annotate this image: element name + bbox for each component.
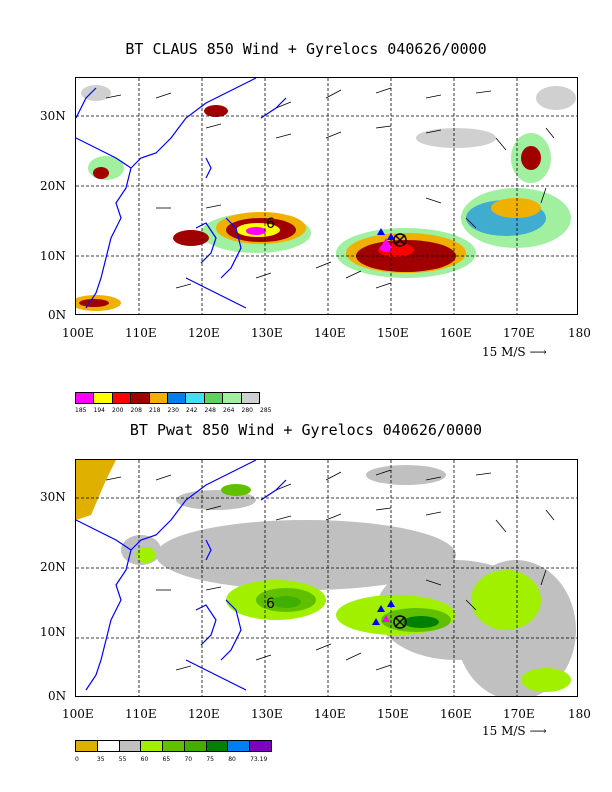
panel2-colorbar-label: 60 — [140, 756, 149, 763]
panel1-lon-160e: 160E — [440, 326, 472, 340]
panel1-lat-20n: 20N — [40, 179, 66, 193]
panel1-colorbar-label: 185 — [75, 407, 87, 414]
panel2-lat-10n: 10N — [40, 625, 66, 639]
panel1-shading — [76, 85, 576, 311]
panel2-lon-150e: 150E — [377, 707, 409, 721]
panel1-colorbar-label: 264 — [223, 407, 235, 414]
panel1-colorbar-swatch — [241, 393, 260, 403]
panel2-lat-20n: 20N — [40, 560, 66, 574]
panel2-colorbar-swatch — [119, 741, 142, 751]
panel1-lon-140e: 140E — [314, 326, 346, 340]
panel1-colorbar-label: 200 — [112, 407, 124, 414]
panel1-colorbar-label: 285 — [260, 407, 272, 414]
panel1-grid — [76, 78, 577, 314]
panel2-lon-180: 180 — [568, 707, 591, 721]
panel2-colorbar-swatch — [76, 741, 98, 751]
panel2-grid — [76, 460, 577, 696]
panel1-title: BT CLAUS 850 Wind + Gyrelocs 040626/0000 — [125, 40, 487, 58]
panel2-lat-30n: 30N — [40, 490, 66, 504]
panel1-colorbar-swatch — [168, 393, 187, 403]
panel1-ref-arrow-icon: ⟶ — [529, 345, 547, 359]
panel1-colorbar-label: 280 — [241, 407, 253, 414]
panel1-colorbar-label: 242 — [186, 407, 198, 414]
panel1-lon-120e: 120E — [188, 326, 220, 340]
panel1-gyre-markers: 6 — [266, 216, 407, 247]
panel2-lon-170e: 170E — [503, 707, 535, 721]
svg-text:6: 6 — [266, 596, 275, 612]
panel2-lon-120e: 120E — [188, 707, 220, 721]
svg-text:6: 6 — [266, 216, 275, 232]
panel1-colorbar-label: 230 — [167, 407, 179, 414]
panel2-title: BT Pwat 850 Wind + Gyrelocs 040626/0000 — [129, 421, 483, 439]
panel2-ref-vector-text: 15 M/S — [482, 724, 526, 738]
panel1-lon-110e: 110E — [125, 326, 157, 340]
panel1-colorbar-swatch — [204, 393, 224, 403]
panel1-colorbar-swatch — [76, 393, 95, 403]
panel1-colorbar-label: 208 — [130, 407, 142, 414]
panel2-lon-130e: 130E — [251, 707, 283, 721]
panel1-colorbar-swatch — [223, 393, 242, 403]
panel1-colorbar-swatch — [94, 393, 113, 403]
panel2-colorbar — [75, 740, 272, 752]
panel2-colorbar-swatch — [97, 741, 120, 751]
panel2-map: 6 — [75, 459, 578, 697]
panel1-lat-0n: 0N — [48, 308, 67, 322]
panel2-lon-160e: 160E — [440, 707, 472, 721]
panel1-lat-10n: 10N — [40, 249, 66, 263]
panel2-colorbar-label: 75 — [206, 756, 214, 763]
panel2-colorbar-label: 35 — [96, 756, 105, 763]
panel2-map-graphic: 6 — [76, 460, 577, 696]
panel1-colorbar-swatch — [149, 393, 169, 403]
panel1-map: 6 — [75, 77, 578, 315]
panel1-lon-100e: 100E — [62, 326, 94, 340]
panel2-colorbar-label: 65 — [162, 756, 171, 763]
panel1-coastline — [76, 78, 287, 309]
panel1-colorbar-swatch — [112, 393, 132, 403]
panel1-colorbar-label: 248 — [204, 407, 216, 414]
panel2-shading — [76, 460, 576, 696]
panel2-wind-arrows — [105, 469, 555, 671]
panel2-coastline — [76, 460, 287, 691]
panel1-colorbar-swatch — [186, 393, 205, 403]
panel1-colorbar-swatch — [131, 393, 150, 403]
panel2-ref-vector-label: 15 M/S ⟶ — [482, 724, 547, 738]
panel2-colorbar-swatch — [163, 741, 185, 751]
panel1-lat-30n: 30N — [40, 109, 66, 123]
panel2-lon-110e: 110E — [125, 707, 157, 721]
panel2-colorbar-label: 55 — [118, 756, 127, 763]
panel2-lon-100e: 100E — [62, 707, 94, 721]
panel1-lon-150e: 150E — [377, 326, 409, 340]
panel2-colorbar-label: 70 — [184, 756, 193, 763]
panel2-colorbar-swatch — [184, 741, 207, 751]
panel1-lon-180: 180 — [568, 326, 591, 340]
panel1-ref-vector-text: 15 M/S — [482, 345, 526, 359]
panel2-colorbar-label: 73.19 — [250, 756, 268, 763]
panel1-colorbar-label: 194 — [93, 407, 105, 414]
panel1-lon-170e: 170E — [503, 326, 535, 340]
panel1-map-graphic: 6 — [76, 78, 577, 314]
panel2-ref-arrow-icon: ⟶ — [529, 724, 547, 738]
panel1-colorbar — [75, 392, 260, 404]
panel2-colorbar-label: 80 — [228, 756, 236, 763]
panel1-wind-arrows — [105, 87, 555, 289]
panel2-colorbar-swatch — [206, 741, 229, 751]
panel2-colorbar-label: 0 — [75, 756, 79, 763]
panel2-lat-0n: 0N — [48, 689, 67, 703]
panel2-colorbar-swatch — [250, 741, 272, 751]
panel1-ref-vector-label: 15 M/S ⟶ — [482, 345, 547, 359]
panel1-colorbar-label: 218 — [149, 407, 161, 414]
panel2-gyre-markers: 6 — [266, 596, 407, 629]
panel1-lon-130e: 130E — [251, 326, 283, 340]
panel2-colorbar-swatch — [228, 741, 251, 751]
panel2-lon-140e: 140E — [314, 707, 346, 721]
panel2-colorbar-swatch — [141, 741, 164, 751]
